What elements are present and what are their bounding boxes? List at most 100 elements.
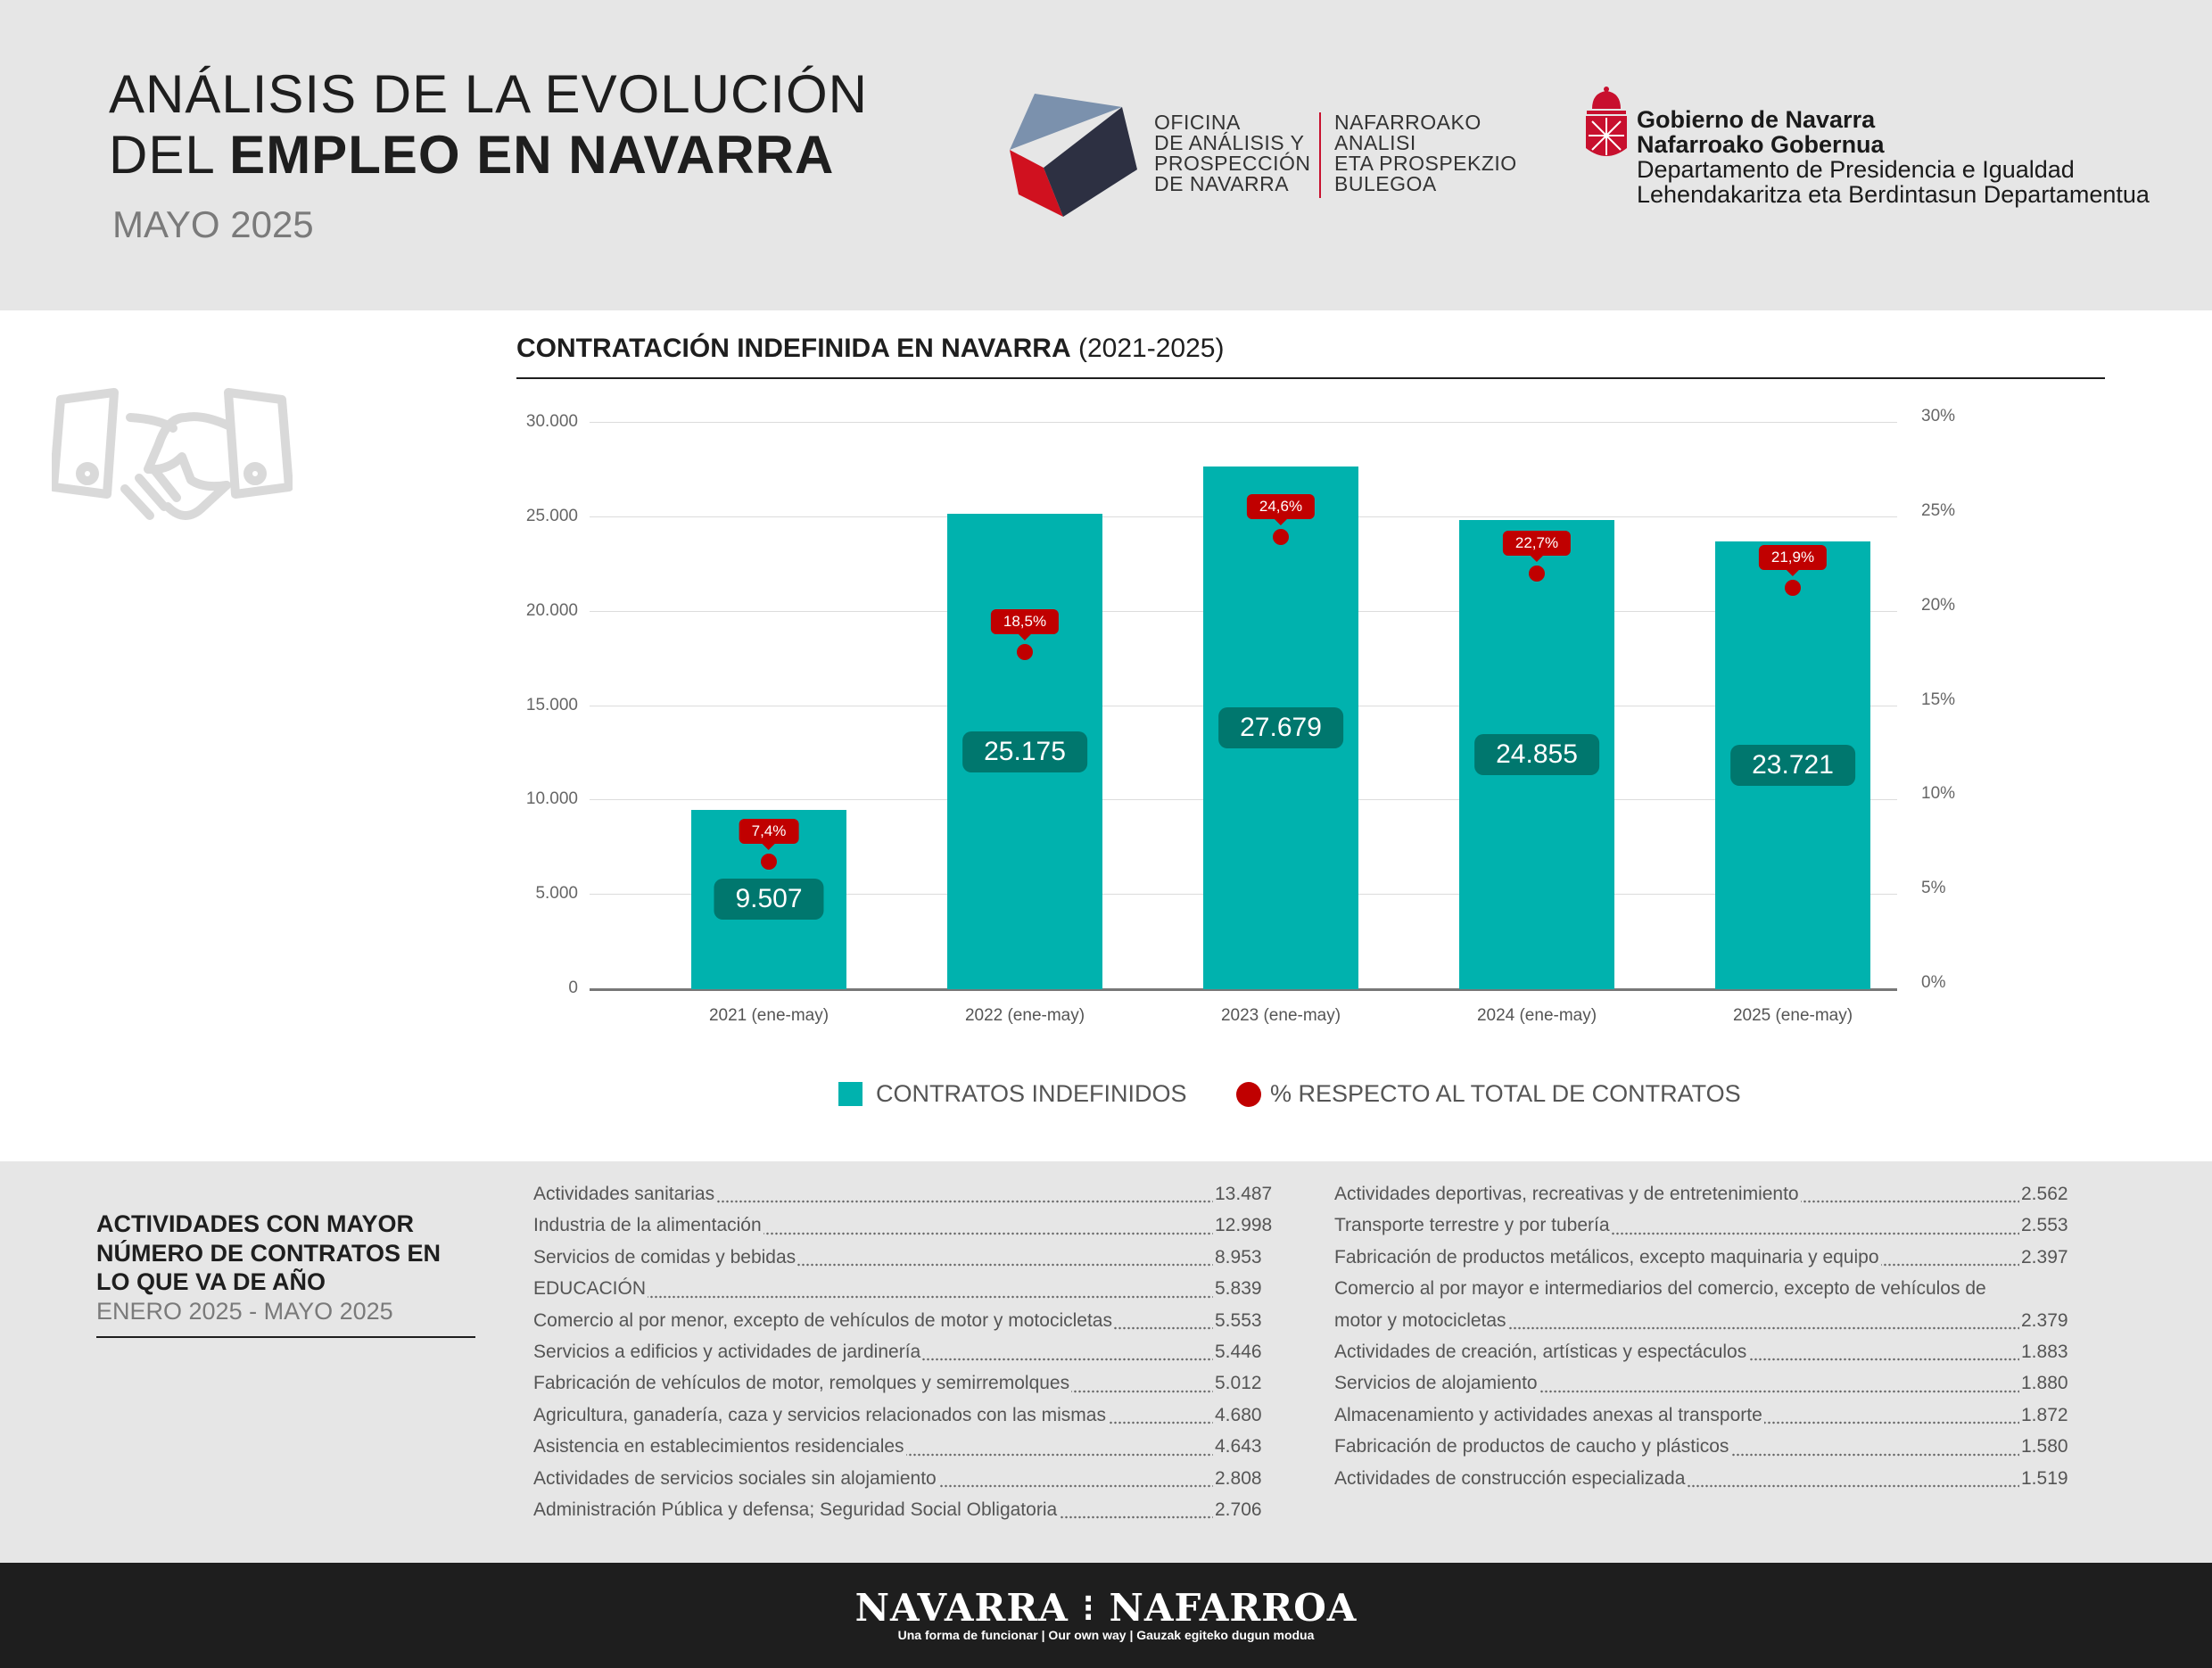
x-tick-label: 2025 (ene-may) [1732,1006,1853,1025]
activity-label: Actividades deportivas, recreativas y de… [1334,1184,1801,1204]
page-title: ANÁLISIS DE LA EVOLUCIÓN DEL EMPLEO EN N… [109,64,868,186]
activity-value: 8.953 [1213,1241,1283,1274]
brand-tagline: Una forma de funcionar | Our own way | G… [897,1628,1315,1642]
activity-label: Servicios a edificios y actividades de j… [533,1342,923,1363]
activity-row: Actividades deportivas, recreativas y de… [1334,1178,2089,1210]
oap-eu-line: ANALISI [1334,131,1416,154]
brand-right: NAFARROA [1109,1586,1358,1630]
legend-label: % RESPECTO AL TOTAL DE CONTRATOS [1270,1080,1741,1107]
activity-label: Industria de la alimentación [533,1215,763,1236]
heading-line: ACTIVIDADES CON MAYOR [96,1210,415,1237]
activity-row: Industria de la alimentación 12.998 [533,1210,1283,1242]
chart-title-main: CONTRATACIÓN INDEFINIDA EN NAVARRA [516,334,1071,363]
footer [0,1563,2212,1668]
chart-title-underline [516,377,2105,379]
activity-value: 2.706 [1213,1494,1283,1526]
activity-label: Actividades de creación, artísticas y es… [1334,1342,1749,1363]
activity-value: 1.872 [2019,1399,2089,1432]
activity-label: Fabricación de productos de caucho y plá… [1334,1436,1731,1457]
activity-value: 2.562 [2019,1178,2089,1210]
report-month: MAYO 2025 [112,203,314,245]
activity-row: Asistencia en establecimientos residenci… [533,1431,1283,1463]
gob-line: Nafarroako Gobernua [1637,131,1885,158]
y2-tick-label: 0% [1921,973,1946,992]
bar-value-label: 27.679 [1218,707,1343,749]
activity-label: Fabricación de vehículos de motor, remol… [533,1373,1072,1394]
activity-value: 5.446 [1213,1336,1283,1368]
oap-name-eu: NAFARROAKO ANALISI ETA PROSPEKZIO BULEGO… [1334,112,1517,194]
title-line-1: ANÁLISIS DE LA EVOLUCIÓN [109,64,868,124]
activity-row: Servicios de alojamiento 1.880 [1334,1367,2089,1400]
activity-label: Servicios de alojamiento [1334,1373,1539,1394]
gridline [590,988,1897,991]
percent-label: 24,6% [1246,494,1316,526]
oap-es-line: PROSPECCIÓN [1154,152,1311,175]
y-tick-label: 5.000 [535,884,578,904]
y-tick-label: 30.000 [525,412,578,431]
activity-label: EDUCACIÓN [533,1278,648,1300]
y2-tick-label: 25% [1921,500,1956,520]
activity-label: Agricultura, ganadería, caza y servicios… [533,1404,1108,1425]
bar-value-label: 24.855 [1474,733,1599,775]
activity-row: Fabricación de productos metálicos, exce… [1334,1241,2089,1274]
activity-value: 1.880 [2019,1367,2089,1400]
activity-row: Actividades de servicios sociales sin al… [533,1462,1283,1495]
activity-row: Servicios de comidas y bebidas 8.953 [533,1241,1283,1274]
legend-label: CONTRATOS INDEFINIDOS [876,1080,1187,1107]
oap-es-line: DE NAVARRA [1154,172,1290,195]
activity-value: 2.808 [1213,1462,1283,1495]
activity-row: Actividades de creación, artísticas y es… [1334,1336,2089,1368]
y-tick-label: 15.000 [525,695,578,714]
title-line-2: DEL EMPLEO EN NAVARRA [109,125,868,186]
logo-divider [1319,112,1321,198]
activity-label: Almacenamiento y actividades anexas al t… [1334,1404,1764,1425]
activity-row: Comercio al por menor, excepto de vehícu… [533,1304,1283,1337]
heading-line: LO QUE VA DE AÑO [96,1268,326,1295]
activity-row: Agricultura, ganadería, caza y servicios… [533,1399,1283,1432]
y2-tick-label: 5% [1921,879,1946,898]
activity-label: Asistencia en establecimientos residenci… [533,1436,906,1457]
activity-value: 1.519 [2019,1462,2089,1495]
brand-separator: ⁝ [1082,1586,1095,1630]
legend-item-contracts: CONTRATOS INDEFINIDOS [838,1080,1187,1108]
x-tick-label: 2024 (ene-may) [1476,1006,1597,1025]
government-name: Gobierno de Navarra Nafarroako Gobernua … [1637,107,2150,207]
y2-tick-label: 15% [1921,689,1956,709]
activity-row: Almacenamiento y actividades anexas al t… [1334,1399,2089,1432]
percent-label: 18,5% [990,609,1060,641]
activity-value: 5.839 [1213,1273,1283,1305]
activity-row: Fabricación de vehículos de motor, remol… [533,1367,1283,1400]
heading-underline [96,1336,475,1338]
y2-tick-label: 30% [1921,407,1956,425]
activity-value: 1.580 [2019,1431,2089,1463]
oap-eu-line: BULEGOA [1334,172,1437,195]
bar-value-label: 25.175 [962,731,1087,772]
activity-label: Servicios de comidas y bebidas [533,1246,798,1268]
activity-row: Fabricación de productos de caucho y plá… [1334,1431,2089,1463]
activities-heading: ACTIVIDADES CON MAYOR NÚMERO DE CONTRATO… [96,1210,441,1297]
title-bold: EMPLEO EN NAVARRA [229,125,835,185]
activity-value: 4.643 [1213,1431,1283,1463]
activities-list-2: Actividades deportivas, recreativas y de… [1334,1178,2089,1495]
activity-row: EDUCACIÓN 5.839 [533,1273,1283,1305]
percent-dot [1273,529,1289,546]
heading-line: NÚMERO DE CONTRATOS EN [96,1239,442,1267]
legend-swatch-dot [1236,1081,1261,1107]
percent-label: 22,7% [1502,530,1572,562]
percent-dot [1785,580,1801,597]
chart-title-range: (2021-2025) [1077,334,1225,363]
activity-value: 2.379 [2019,1304,2089,1337]
activity-value: 13.487 [1213,1178,1283,1210]
activity-label: Administración Pública y defensa; Seguri… [533,1499,1060,1521]
x-tick-label: 2022 (ene-may) [964,1006,1085,1025]
bar-value-label: 23.721 [1730,744,1855,786]
oap-es-line: OFICINA [1154,111,1241,134]
oap-name-es: OFICINA DE ANÁLISIS Y PROSPECCIÓN DE NAV… [1154,112,1310,194]
oap-eu-line: NAFARROAKO [1334,111,1482,134]
activity-row: Transporte terrestre y por tubería 2.553 [1334,1210,2089,1242]
brand-left: NAVARRA [854,1586,1069,1630]
navarra-brand-logo: NAVARRA ⁝ NAFARROA [0,1586,2212,1630]
y2-tick-label: 10% [1921,784,1956,804]
x-tick-label: 2023 (ene-may) [1220,1006,1341,1025]
navarra-shield-icon [1586,87,1627,156]
